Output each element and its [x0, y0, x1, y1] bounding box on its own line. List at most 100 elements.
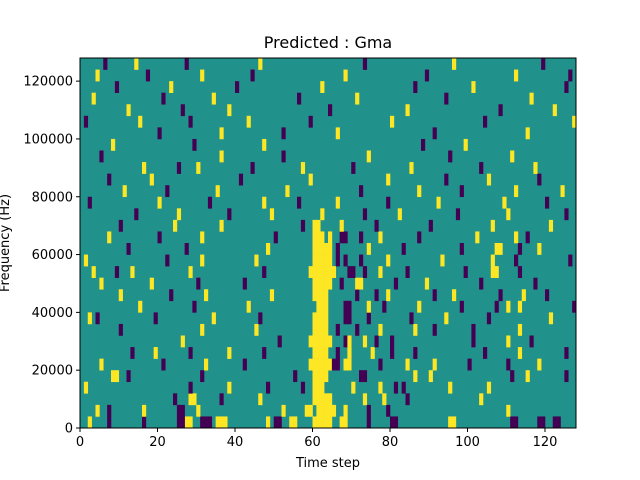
heatmap-cell	[308, 266, 313, 278]
heatmap-cell	[316, 381, 321, 394]
heatmap-cell	[83, 381, 89, 394]
heatmap-cell	[254, 254, 259, 267]
heatmap-cell	[227, 347, 232, 359]
heatmap-cell	[355, 323, 360, 336]
y-axis-label: Frequency (Hz)	[0, 194, 13, 292]
heatmap-cell	[266, 381, 271, 394]
heatmap-cell	[192, 393, 197, 406]
heatmap-cell	[409, 312, 414, 325]
heatmap-cell	[362, 370, 368, 383]
heatmap-cell	[95, 69, 100, 82]
heatmap-cell	[196, 404, 201, 417]
heatmap-cell	[204, 289, 209, 302]
heatmap-cell	[297, 92, 302, 105]
heatmap-cell	[568, 254, 573, 267]
y-tick-label: 60000	[32, 248, 73, 263]
heatmap-cell	[91, 92, 96, 105]
heatmap-cell	[378, 266, 383, 278]
heatmap-cell	[359, 254, 364, 267]
heatmap-cell	[320, 254, 325, 267]
heatmap-cell	[440, 254, 445, 267]
heatmap-cell	[142, 162, 147, 174]
heatmap-cell	[157, 127, 162, 140]
heatmap-cell	[246, 300, 251, 313]
heatmap-cell	[176, 404, 182, 417]
heatmap-cell	[517, 266, 523, 278]
heatmap-cell	[281, 404, 286, 417]
heatmap-cell	[320, 393, 325, 406]
heatmap-cell	[328, 266, 333, 278]
heatmap-cell	[219, 393, 224, 406]
heatmap-cell	[351, 266, 356, 278]
heatmap-cell	[486, 312, 492, 325]
heatmap-cell	[308, 404, 313, 417]
heatmap-cell	[316, 231, 321, 244]
heatmap-cell	[316, 243, 321, 255]
heatmap-cell	[537, 173, 542, 186]
heatmap-cell	[324, 347, 329, 359]
heatmap-cell	[355, 289, 360, 302]
heatmap-cell	[250, 162, 255, 174]
plot-frame	[79, 57, 577, 429]
heatmap-cell	[471, 323, 476, 336]
heatmap-cell	[517, 323, 523, 336]
heatmap-cell	[335, 323, 340, 336]
heatmap-cell	[366, 150, 371, 163]
heatmap-cell	[300, 381, 306, 394]
heatmap-cell	[165, 185, 170, 198]
heatmap-cell	[386, 404, 391, 417]
heatmap-cell	[324, 335, 329, 348]
heatmap-cell	[328, 404, 333, 417]
heatmap-cell	[324, 370, 329, 383]
heatmap-cell	[211, 312, 216, 325]
heatmap-cell	[452, 289, 457, 302]
heatmap-cell	[269, 289, 275, 302]
heatmap-cell	[494, 243, 499, 255]
heatmap-cell	[355, 92, 360, 105]
heatmap-cell	[196, 277, 201, 290]
heatmap-cell	[118, 219, 123, 232]
heatmap-cell	[320, 312, 325, 325]
heatmap-cell	[572, 300, 577, 313]
heatmap-cell	[328, 335, 333, 348]
heatmap-cell	[324, 300, 329, 313]
heatmap-cell	[479, 393, 484, 406]
heatmap-cell	[483, 115, 488, 128]
heatmap-cell	[103, 58, 108, 70]
heatmap-cell	[517, 300, 523, 313]
heatmap-cell	[180, 416, 185, 429]
heatmap-cell	[308, 335, 313, 348]
heatmap-cell	[556, 416, 561, 429]
heatmap-cell	[366, 312, 371, 325]
heatmap-cell	[138, 300, 143, 313]
heatmap-cell	[320, 266, 325, 278]
heatmap-cell	[374, 335, 379, 348]
heatmap-cell	[312, 289, 317, 302]
heatmap-cell	[343, 404, 348, 417]
heatmap-cell	[374, 219, 379, 232]
heatmap-cell	[320, 300, 325, 313]
x-tick-label: 120	[533, 435, 558, 450]
heatmap-cell	[200, 231, 205, 244]
heatmap-cell	[560, 185, 565, 198]
heatmap-cell	[331, 266, 337, 278]
heatmap-cell	[138, 115, 143, 128]
heatmap-cell	[370, 347, 375, 359]
heatmap-cell	[328, 104, 333, 117]
heatmap-cell	[254, 323, 259, 336]
heatmap-cell	[320, 289, 325, 302]
heatmap-cell	[173, 219, 178, 232]
heatmap-cell	[514, 69, 519, 82]
heatmap-cell	[537, 358, 542, 371]
heatmap-cell	[455, 208, 461, 221]
heatmap-cell	[444, 312, 449, 325]
heatmap-cell	[362, 58, 368, 70]
heatmap-cell	[537, 243, 542, 255]
heatmap-cell	[494, 266, 499, 278]
heatmap-cell	[114, 266, 120, 278]
heatmap-cell	[351, 381, 356, 394]
heatmap-cell	[188, 266, 193, 278]
heatmap-cell	[328, 416, 333, 429]
heatmap-cell	[316, 289, 321, 302]
heatmap-cell	[324, 416, 329, 429]
